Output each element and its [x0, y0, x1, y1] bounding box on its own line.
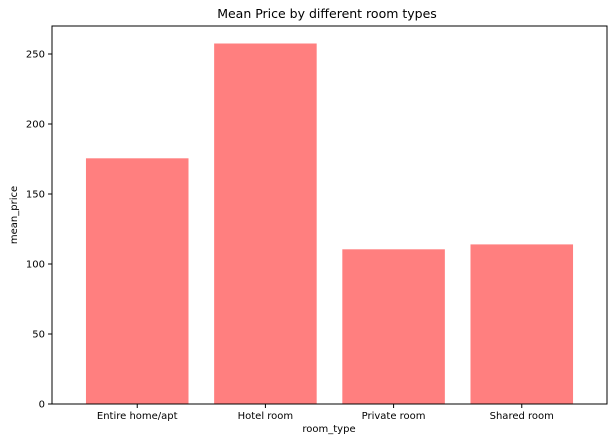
- y-axis-label: mean_price: [9, 186, 20, 244]
- y-tick-label: 250: [26, 50, 45, 61]
- x-tick-label: Shared room: [490, 411, 554, 422]
- axes-frame: [51, 25, 608, 405]
- y-tick-label: 200: [26, 120, 45, 131]
- x-axis-label: room_type: [302, 424, 355, 435]
- chart-title: Mean Price by different room types: [217, 6, 437, 21]
- x-tick-label: Private room: [362, 411, 426, 422]
- x-tick-label: Entire home/apt: [97, 411, 178, 422]
- y-tick-label: 50: [32, 330, 45, 341]
- y-tick-label: 150: [26, 190, 45, 201]
- plot-area: Entire home/apt Hotel room Private room Sha…: [26, 43, 574, 422]
- bar-private-room: [342, 249, 445, 404]
- bar-entire-home-apt: [85, 158, 189, 404]
- y-tick-label: 0: [39, 400, 45, 411]
- y-tick-label: 100: [26, 260, 45, 271]
- bar-hotel-room: [214, 43, 317, 404]
- x-tick-label: Hotel room: [238, 411, 294, 422]
- bar-shared-room: [470, 244, 574, 404]
